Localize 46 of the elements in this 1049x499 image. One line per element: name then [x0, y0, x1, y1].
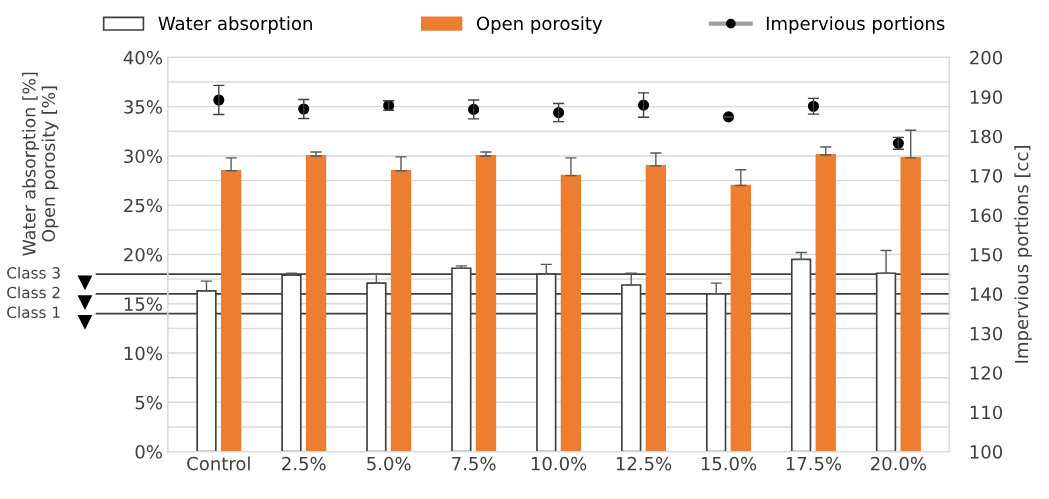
y-tick-label: 15%: [124, 297, 162, 311]
y2-tick-label: 180: [970, 129, 1003, 144]
y2-axis-title: Impervious portions [cc]: [1014, 146, 1032, 363]
x-tick-label: 15.0%: [701, 456, 757, 471]
y2-tick-label: 110: [970, 405, 1003, 420]
y2-tick-label: 130: [970, 326, 1003, 341]
legend-label: Impervious portions: [766, 16, 945, 34]
bar: [900, 157, 921, 452]
ref-line-label: Class 2: [7, 286, 60, 299]
x-tick-label: 20.0%: [871, 456, 927, 471]
y2-tick-label: 200: [970, 50, 1003, 65]
y2-tick-label: 150: [970, 247, 1003, 262]
y-tick-label: 0%: [135, 445, 162, 459]
bar: [390, 169, 412, 452]
x-tick-label: 10.0%: [531, 456, 587, 471]
bar: [305, 155, 327, 452]
bar: [560, 174, 582, 452]
y-tick-label: 40%: [123, 50, 162, 65]
y-axis-title: Water absorption [%] Open porosity [%]: [22, 72, 59, 256]
legend-label: Open porosity: [476, 16, 603, 34]
y2-tick-label: 170: [970, 169, 1003, 183]
y-tick-label: 5%: [135, 395, 162, 410]
x-tick-label: 5.0%: [367, 456, 411, 471]
y-tick-label: 35%: [124, 100, 162, 114]
x-tick-label: 17.5%: [786, 456, 842, 471]
y2-tick-label: 140: [970, 287, 1003, 302]
x-tick-label: 7.5%: [452, 456, 496, 471]
y2-tick-label: 120: [970, 366, 1003, 380]
y2-tick-label: 160: [970, 208, 1003, 223]
y2-tick-label: 190: [970, 90, 1003, 104]
x-tick-label: 2.5%: [282, 456, 326, 471]
x-tick-label: Control: [187, 456, 250, 471]
bar: [220, 169, 242, 452]
ref-line-label: Class 1: [7, 306, 60, 319]
y-tick-label: 10%: [124, 346, 162, 361]
y-tick-label: 30%: [124, 149, 162, 164]
bar: [475, 155, 497, 452]
legend-label: Water absorption: [158, 16, 312, 34]
ref-line-label: Class 3: [7, 266, 60, 279]
y-tick-label: 20%: [124, 247, 162, 262]
y-tick-label: 25%: [124, 198, 162, 213]
y2-tick-label: 100: [970, 445, 1003, 459]
bar: [645, 164, 667, 452]
bar: [730, 184, 751, 452]
x-tick-label: 12.5%: [616, 456, 672, 471]
bar: [815, 154, 836, 452]
